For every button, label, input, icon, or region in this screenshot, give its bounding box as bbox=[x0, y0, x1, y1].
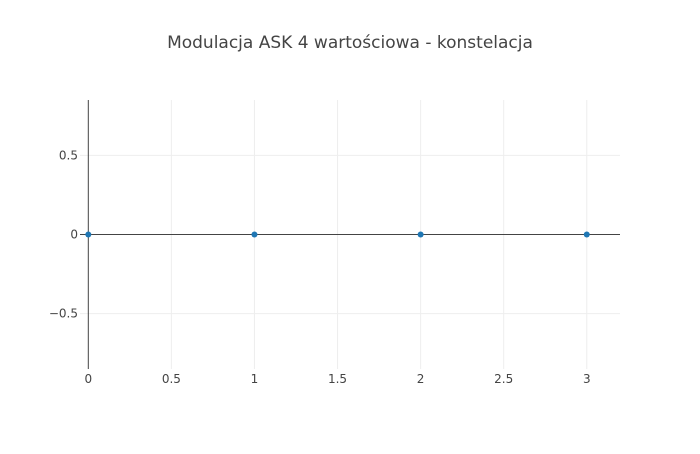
x-tick-label: 0.5 bbox=[162, 372, 181, 386]
data-point[interactable] bbox=[251, 231, 258, 238]
y-tick-label: −0.5 bbox=[49, 307, 78, 321]
axes bbox=[80, 100, 620, 369]
chart-title: Modulacja ASK 4 wartościowa - konstelacj… bbox=[167, 33, 533, 53]
y-tick-label: 0 bbox=[70, 228, 78, 242]
x-tick-label: 0 bbox=[84, 372, 92, 386]
data-points bbox=[85, 231, 590, 238]
x-tick-label: 1 bbox=[251, 372, 259, 386]
x-tick-label: 3 bbox=[583, 372, 591, 386]
data-point[interactable] bbox=[417, 231, 424, 238]
x-tick-label: 2 bbox=[417, 372, 425, 386]
x-tick-label: 1.5 bbox=[328, 372, 347, 386]
tick-labels: 0 0.5 1 1.5 2 2.5 3 −0.5 0 0.5 bbox=[49, 148, 591, 386]
data-point[interactable] bbox=[583, 231, 590, 238]
y-tick-label: 0.5 bbox=[59, 148, 78, 162]
x-tick-label: 2.5 bbox=[494, 372, 513, 386]
data-point[interactable] bbox=[85, 231, 92, 238]
